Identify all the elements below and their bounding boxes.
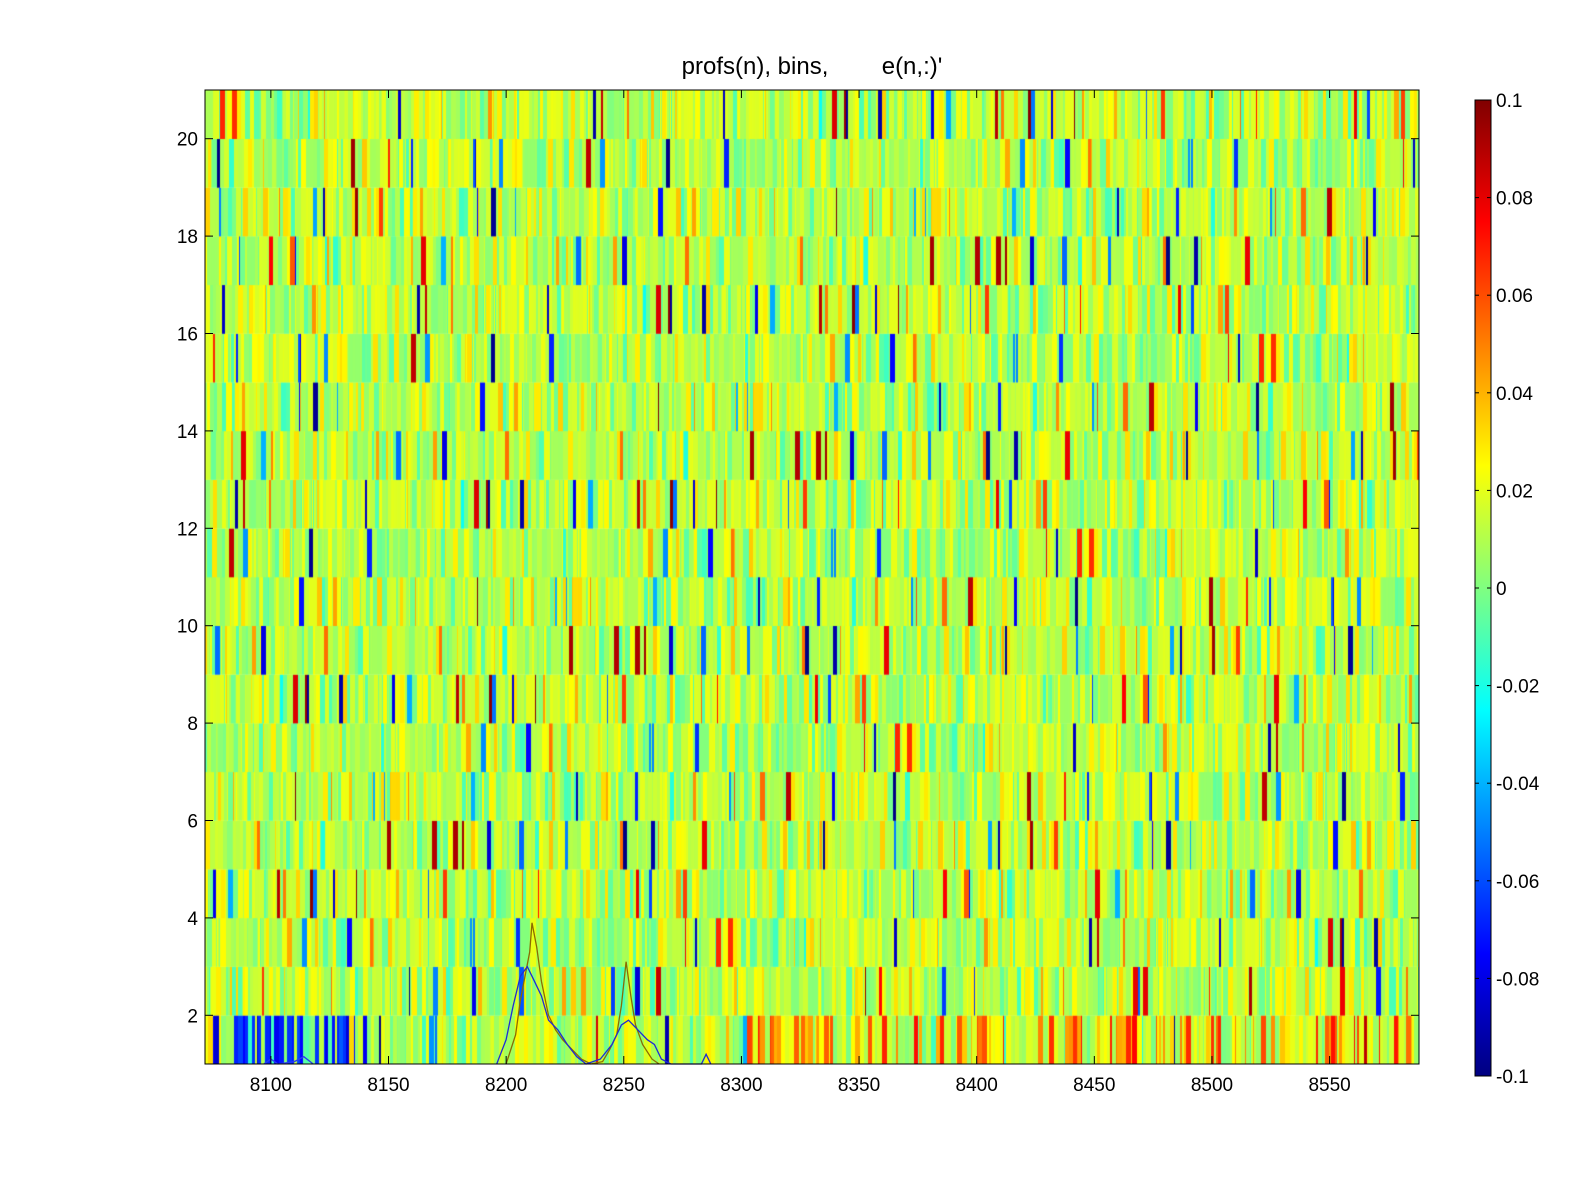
x-tick-label: 8400 bbox=[956, 1075, 998, 1096]
colorbar-tick-label: -0.08 bbox=[1496, 969, 1539, 990]
x-tick-label: 8150 bbox=[367, 1075, 409, 1096]
x-axis: 8100 8150 8200 8250 8300 8350 8400 8450 8500 8550 bbox=[250, 90, 1351, 1096]
overlay-series-1 bbox=[505, 922, 660, 1065]
colorbar-tick-label: 0.06 bbox=[1496, 286, 1533, 307]
y-axis: 2 4 6 8 10 12 14 16 18 20 bbox=[177, 130, 1419, 1027]
overlay-series-2 bbox=[496, 965, 712, 1065]
colorbar-tick-label: -0.06 bbox=[1496, 872, 1539, 893]
chart-title: profs(n), bins, e(n,:)' bbox=[682, 53, 943, 80]
x-tick-label: 8450 bbox=[1073, 1075, 1115, 1096]
y-tick-label: 16 bbox=[177, 325, 198, 346]
x-tick-label: 8200 bbox=[485, 1075, 527, 1096]
plot-frame bbox=[204, 89, 1420, 1065]
colorbar-tick-label: 0 bbox=[1496, 579, 1507, 600]
y-tick-label: 14 bbox=[177, 422, 199, 443]
colorbar-tick-label: 0.04 bbox=[1496, 384, 1533, 405]
overlay-lines bbox=[263, 922, 712, 1065]
colorbar: -0.1 -0.08 -0.06 -0.04 -0.02 0 0.02 0.04 0.06 0.0… bbox=[1474, 91, 1540, 1088]
colorbar-tick-label: -0.04 bbox=[1496, 774, 1540, 795]
x-tick-label: 8550 bbox=[1308, 1075, 1350, 1096]
y-tick-label: 18 bbox=[177, 227, 198, 248]
colorbar-tick-label: 0.1 bbox=[1496, 91, 1522, 112]
x-tick-label: 8350 bbox=[838, 1075, 880, 1096]
y-tick-label: 6 bbox=[187, 812, 198, 833]
colorbar-tick-label: -0.1 bbox=[1496, 1067, 1529, 1088]
heatmap-image bbox=[205, 90, 1419, 1064]
x-tick-label: 8250 bbox=[603, 1075, 645, 1096]
x-tick-label: 8100 bbox=[250, 1075, 292, 1096]
colorbar-tick-label: 0.08 bbox=[1496, 189, 1533, 210]
overlay-series-3 bbox=[263, 1055, 314, 1065]
y-tick-label: 20 bbox=[177, 130, 198, 151]
colorbar-tick-label: 0.02 bbox=[1496, 481, 1533, 502]
y-tick-label: 4 bbox=[187, 909, 198, 930]
x-tick-label: 8300 bbox=[720, 1075, 762, 1096]
colorbar-tick-label: -0.02 bbox=[1496, 677, 1539, 698]
y-tick-label: 10 bbox=[177, 617, 198, 638]
heatmap-cells bbox=[205, 90, 1419, 1064]
y-tick-label: 8 bbox=[187, 714, 198, 735]
x-tick-label: 8500 bbox=[1191, 1075, 1233, 1096]
y-tick-label: 12 bbox=[177, 519, 198, 540]
y-tick-label: 2 bbox=[187, 1006, 198, 1027]
